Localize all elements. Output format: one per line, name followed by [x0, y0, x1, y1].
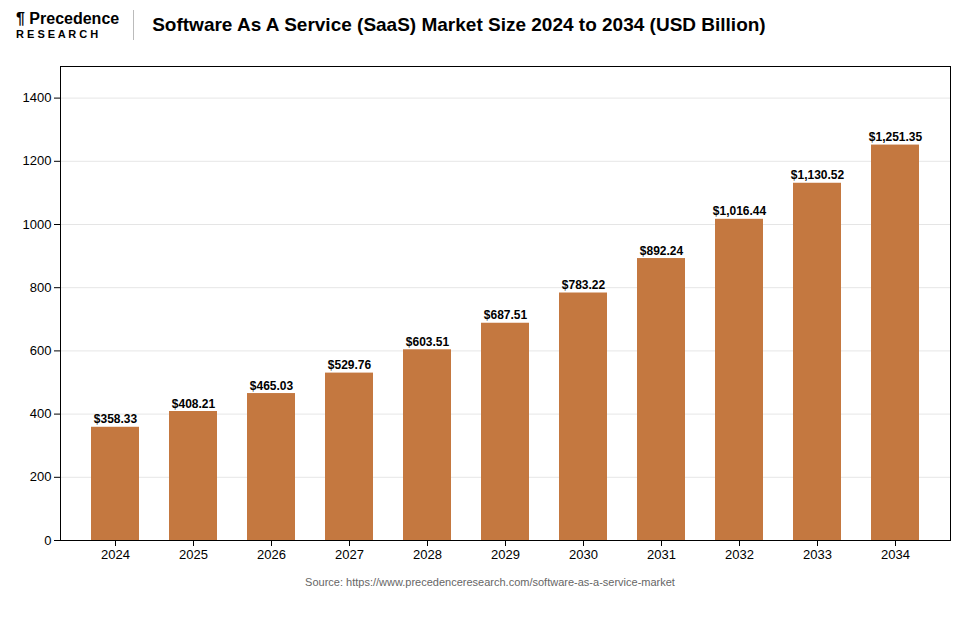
svg-text:$892.24: $892.24 — [640, 244, 684, 258]
svg-text:2032: 2032 — [725, 547, 754, 562]
html-text:R E S E A R C H: R E S E A R C H — [16, 28, 99, 40]
svg-text:$465.03: $465.03 — [250, 379, 294, 393]
svg-text:$783.22: $783.22 — [562, 278, 606, 292]
svg-text:2033: 2033 — [803, 547, 832, 562]
html-text:Source: https://www.precedence: Source: https://www.precedenceresearch.c… — [305, 576, 675, 588]
svg-text:2027: 2027 — [335, 547, 364, 562]
svg-text:$1,016.44: $1,016.44 — [713, 204, 767, 218]
svg-text:200: 200 — [30, 469, 52, 484]
svg-text:$687.51: $687.51 — [484, 308, 528, 322]
svg-text:2031: 2031 — [647, 547, 676, 562]
svg-text:$603.51: $603.51 — [406, 335, 450, 349]
svg-text:$529.76: $529.76 — [328, 358, 372, 372]
svg-text:$408.21: $408.21 — [172, 397, 216, 411]
svg-text:2026: 2026 — [257, 547, 286, 562]
svg-text:2024: 2024 — [101, 547, 130, 562]
svg-text:$1,130.52: $1,130.52 — [791, 168, 845, 182]
svg-text:800: 800 — [30, 280, 52, 295]
svg-text:1400: 1400 — [23, 90, 52, 105]
svg-text:2029: 2029 — [491, 547, 520, 562]
html-text:Software As A Service (SaaS) M: Software As A Service (SaaS) Market Size… — [152, 14, 766, 35]
html-text:¶ Precedence: ¶ Precedence — [16, 10, 120, 27]
svg-text:$358.33: $358.33 — [94, 412, 138, 426]
svg-text:1200: 1200 — [23, 153, 52, 168]
svg-text:2028: 2028 — [413, 547, 442, 562]
svg-text:$1,251.35: $1,251.35 — [869, 130, 923, 144]
svg-text:0: 0 — [44, 533, 51, 548]
svg-text:2025: 2025 — [179, 547, 208, 562]
svg-text:2034: 2034 — [881, 547, 910, 562]
svg-text:400: 400 — [30, 406, 52, 421]
svg-text:2030: 2030 — [569, 547, 598, 562]
svg-text:600: 600 — [30, 343, 52, 358]
svg-text:1000: 1000 — [23, 217, 52, 232]
